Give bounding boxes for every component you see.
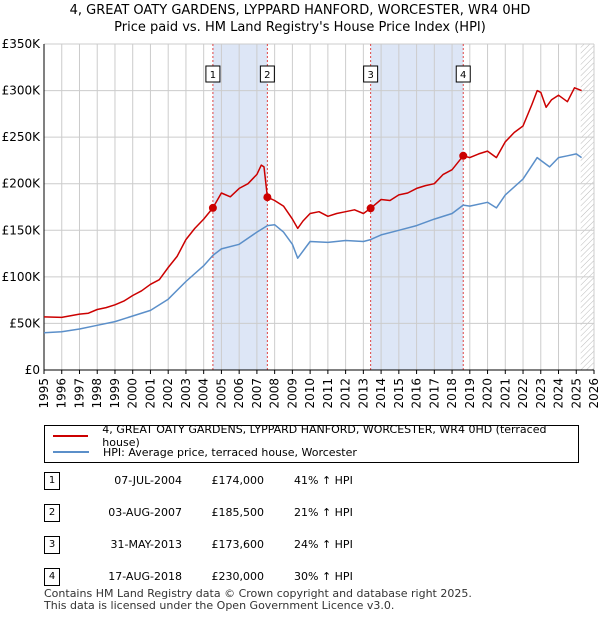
x-tick-label: 2018	[445, 378, 459, 409]
sale-point	[366, 204, 375, 213]
sale-label: 3	[367, 70, 373, 81]
legend-item-property: 4, GREAT OATY GARDENS, LYPPARD HANFORD, …	[53, 423, 578, 449]
table-row: 3 31-MAY-2013 £173,600 24% ↑ HPI	[44, 536, 504, 568]
property-price-line	[43, 87, 582, 319]
hpi-line	[43, 153, 583, 334]
sale-label: 4	[460, 70, 466, 81]
x-tick-label: 2026	[587, 378, 600, 409]
x-tick-label: 2024	[552, 378, 566, 409]
sale-label-box	[259, 65, 275, 83]
legend: 4, GREAT OATY GARDENS, LYPPARD HANFORD, …	[44, 423, 579, 463]
y-tick-label: £200K	[2, 177, 42, 191]
x-tick-label: 2020	[481, 378, 495, 409]
sale-hpi-change: 24% ↑ HPI	[294, 538, 353, 551]
x-tick-label: 1995	[37, 378, 51, 409]
sale-hpi-change: 30% ↑ HPI	[294, 570, 353, 583]
y-tick-label: £150K	[2, 223, 42, 237]
x-tick-label: 2006	[232, 378, 246, 409]
table-row: 4 17-AUG-2018 £230,000 30% ↑ HPI	[44, 568, 504, 600]
footer-attribution: Contains HM Land Registry data © Crown c…	[44, 588, 472, 612]
ownership-shade	[212, 44, 268, 370]
x-tick-label: 2004	[197, 378, 211, 409]
x-tick-label: 2021	[498, 378, 512, 409]
sale-hpi-change: 41% ↑ HPI	[294, 474, 353, 487]
sale-price: £230,000	[211, 570, 265, 583]
x-tick-label: 2017	[427, 378, 441, 409]
y-tick-label: £100K	[2, 270, 42, 284]
sale-number-badge: 4	[44, 568, 60, 586]
x-tick-label: 2010	[303, 378, 317, 409]
x-tick-label: 2016	[410, 378, 424, 409]
legend-label-property: 4, GREAT OATY GARDENS, LYPPARD HANFORD, …	[102, 423, 547, 449]
legend-swatch-property	[53, 435, 89, 437]
sale-number-badge: 3	[44, 536, 60, 554]
x-tick-label: 1997	[72, 378, 86, 409]
sale-number-badge: 2	[44, 504, 60, 522]
table-row: 1 07-JUL-2004 £174,000 41% ↑ HPI	[44, 472, 504, 504]
sale-date: 31-MAY-2013	[110, 538, 182, 551]
x-tick-label: 2011	[321, 378, 335, 409]
x-tick-label: 2019	[463, 378, 477, 409]
legend-label-hpi: HPI: Average price, terraced house, Worc…	[103, 445, 357, 459]
x-tick-label: 2005	[214, 378, 228, 409]
sale-point	[263, 193, 272, 202]
y-tick-label: £0	[25, 363, 40, 377]
sale-label-box	[205, 65, 221, 83]
sale-point	[208, 203, 217, 212]
x-tick-label: 2008	[268, 378, 282, 409]
x-tick-label: 2012	[339, 378, 353, 409]
x-tick-label: 2001	[143, 378, 157, 409]
x-tick-label: 2009	[285, 378, 299, 409]
x-tick-label: 1996	[55, 378, 69, 409]
sale-label-box	[363, 65, 379, 83]
legend-swatch-hpi	[53, 451, 89, 453]
forecast-hatch	[580, 44, 594, 370]
x-tick-label: 1998	[90, 378, 104, 409]
sale-label: 2	[264, 70, 270, 81]
y-tick-label: £50K	[9, 316, 41, 330]
y-tick-label: £300K	[2, 84, 42, 98]
chart-title: 4, GREAT OATY GARDENS, LYPPARD HANFORD, …	[0, 2, 600, 36]
x-tick-label: 2015	[392, 378, 406, 409]
x-tick-label: 2007	[250, 378, 264, 409]
sale-hpi-change: 21% ↑ HPI	[294, 506, 353, 519]
sales-table: 1 07-JUL-2004 £174,000 41% ↑ HPI 2 03-AU…	[44, 472, 504, 600]
y-tick-label: £250K	[2, 130, 42, 144]
footer-line-1: Contains HM Land Registry data © Crown c…	[44, 587, 472, 600]
sale-date: 17-AUG-2018	[108, 570, 182, 583]
x-tick-label: 2003	[179, 378, 193, 409]
y-tick-label: £350K	[2, 37, 42, 51]
x-tick-label: 1999	[108, 378, 122, 409]
sale-label: 1	[210, 70, 216, 81]
title-line-2: Price paid vs. HM Land Registry's House …	[114, 20, 486, 35]
sale-number-badge: 1	[44, 472, 60, 490]
x-tick-label: 2014	[374, 378, 388, 409]
x-tick-label: 2025	[569, 378, 583, 409]
price-chart: £0 £50K £100K £150K £200K £250K £300K £350K 1995…	[2, 37, 600, 409]
x-tick-label: 2000	[126, 378, 140, 409]
x-tick-label: 2023	[534, 378, 548, 409]
x-tick-label: 2013	[356, 378, 370, 409]
sale-point	[459, 151, 468, 160]
sale-price: £173,600	[211, 538, 265, 551]
title-line-1: 4, GREAT OATY GARDENS, LYPPARD HANFORD, …	[69, 3, 531, 18]
footer-line-2: This data is licensed under the Open Gov…	[44, 599, 395, 612]
sale-price: £185,500	[211, 506, 265, 519]
sale-date: 03-AUG-2007	[108, 506, 182, 519]
x-tick-label: 2022	[516, 378, 530, 409]
x-tick-label: 2002	[161, 378, 175, 409]
sale-price: £174,000	[211, 474, 265, 487]
sale-label-box	[455, 65, 471, 83]
table-row: 2 03-AUG-2007 £185,500 21% ↑ HPI	[44, 504, 504, 536]
legend-item-hpi: HPI: Average price, terraced house, Worc…	[53, 444, 357, 460]
sale-date: 07-JUL-2004	[114, 474, 182, 487]
